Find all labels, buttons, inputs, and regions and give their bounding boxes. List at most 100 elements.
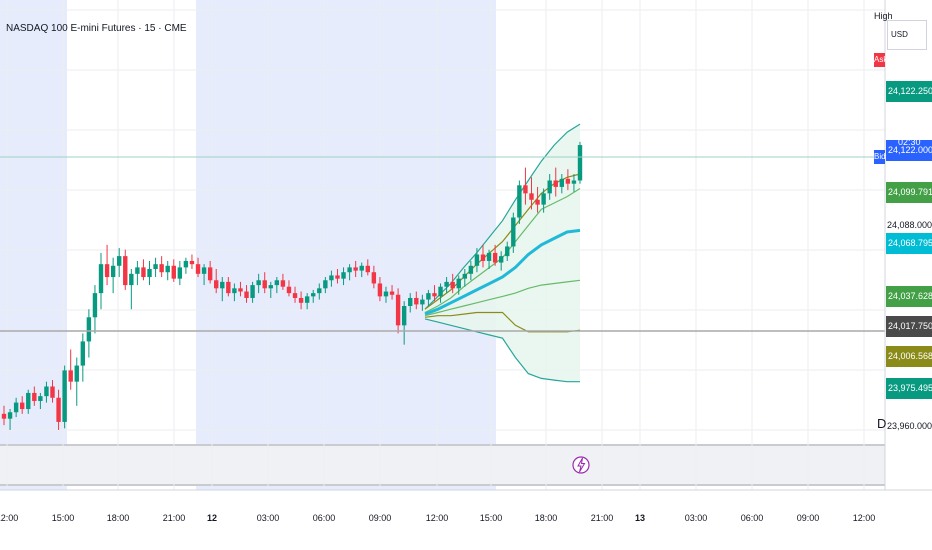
currency-label: USD bbox=[891, 30, 908, 39]
candle bbox=[80, 333, 86, 382]
candle bbox=[226, 277, 231, 297]
candle bbox=[377, 277, 383, 302]
candle-body bbox=[468, 265, 474, 274]
candle-body bbox=[311, 293, 316, 297]
candle bbox=[274, 277, 280, 294]
candle-body bbox=[559, 178, 565, 187]
candle bbox=[414, 291, 419, 310]
candle bbox=[238, 281, 243, 297]
time-tick: 03:00 bbox=[257, 513, 280, 523]
candle bbox=[480, 244, 486, 268]
candle-body bbox=[226, 281, 231, 294]
time-tick: 18:00 bbox=[535, 513, 558, 523]
candle bbox=[183, 257, 189, 274]
candle bbox=[353, 260, 358, 278]
candle bbox=[153, 257, 158, 278]
candle-body bbox=[13, 402, 19, 413]
candle bbox=[529, 177, 534, 210]
candle-body bbox=[280, 280, 286, 287]
band-fill-area bbox=[425, 124, 580, 382]
candle-body bbox=[110, 265, 116, 278]
candle bbox=[177, 260, 183, 286]
candle-body bbox=[62, 370, 67, 422]
candle bbox=[26, 389, 31, 414]
price-label: 24,006.56816799 bbox=[886, 346, 932, 367]
candle bbox=[462, 269, 467, 287]
candle bbox=[189, 254, 195, 269]
candle-body bbox=[244, 291, 249, 298]
candle-body bbox=[389, 291, 395, 295]
candle-body bbox=[517, 185, 522, 218]
candle bbox=[286, 280, 292, 297]
candle-body bbox=[7, 412, 13, 419]
candle-body bbox=[147, 269, 152, 278]
currency-selector[interactable]: USD bbox=[887, 20, 927, 50]
candle bbox=[7, 409, 13, 430]
candle bbox=[74, 357, 79, 406]
candle-body bbox=[444, 281, 449, 287]
candle bbox=[547, 174, 552, 200]
candle-body bbox=[50, 386, 55, 398]
candle-body bbox=[286, 286, 292, 294]
candle-body bbox=[38, 396, 43, 401]
candle-body bbox=[189, 260, 195, 265]
time-tick: 12:00 bbox=[853, 513, 876, 523]
time-tick: 12 bbox=[207, 513, 217, 523]
candle bbox=[523, 167, 528, 205]
candle bbox=[92, 285, 98, 334]
candle bbox=[329, 270, 334, 287]
candle-body bbox=[201, 267, 207, 274]
time-tick: 06:00 bbox=[313, 513, 336, 523]
candle-body bbox=[56, 397, 61, 422]
candle bbox=[98, 252, 104, 310]
band-mid-lower bbox=[424, 311, 581, 333]
candle-body bbox=[207, 267, 213, 281]
candle bbox=[541, 188, 546, 213]
lightning-icon[interactable] bbox=[572, 456, 590, 474]
candle-body bbox=[383, 291, 389, 297]
candle-body bbox=[19, 402, 25, 410]
high-label: High bbox=[874, 11, 893, 21]
candle bbox=[505, 241, 510, 261]
candle-body bbox=[32, 392, 37, 401]
candle bbox=[486, 249, 492, 269]
time-tick: 12:00 bbox=[426, 513, 449, 523]
candle bbox=[110, 257, 116, 294]
candle bbox=[280, 273, 286, 290]
candle bbox=[395, 288, 401, 334]
candle bbox=[201, 264, 207, 286]
candle-body bbox=[26, 392, 31, 410]
candle-body bbox=[365, 265, 370, 273]
candle bbox=[498, 251, 504, 271]
candle bbox=[129, 269, 134, 310]
candle-body bbox=[135, 267, 140, 274]
candle bbox=[492, 244, 498, 266]
candle bbox=[371, 265, 377, 289]
session-background bbox=[196, 0, 496, 490]
chart-title: NASDAQ 100 E-mini Futures · 15 · CME bbox=[6, 23, 187, 34]
candle bbox=[401, 301, 407, 345]
candle-body bbox=[353, 267, 358, 271]
candle bbox=[86, 309, 92, 358]
candle-body bbox=[1, 413, 7, 419]
candle-body bbox=[86, 317, 92, 342]
candle-body bbox=[571, 180, 577, 184]
time-tick: 21:00 bbox=[591, 513, 614, 523]
candle-body bbox=[153, 264, 158, 269]
candle bbox=[298, 291, 304, 310]
candle-body bbox=[232, 288, 237, 294]
candle-body bbox=[498, 256, 504, 263]
ask-tag: Ask bbox=[874, 53, 887, 67]
candle bbox=[511, 212, 516, 253]
price-label: 23,960.00000000 bbox=[887, 421, 932, 431]
candle bbox=[268, 281, 273, 298]
candle bbox=[553, 167, 558, 197]
time-axis: 12:00 15:00 18:00 21:00 12 03:00 06:00 09:00 12:… bbox=[0, 513, 875, 523]
candles bbox=[1, 141, 583, 430]
candle-body bbox=[262, 280, 267, 289]
candle bbox=[444, 277, 449, 294]
candle bbox=[456, 275, 461, 295]
price-label: 24,017.75000000 bbox=[886, 316, 932, 337]
candle bbox=[535, 186, 540, 213]
